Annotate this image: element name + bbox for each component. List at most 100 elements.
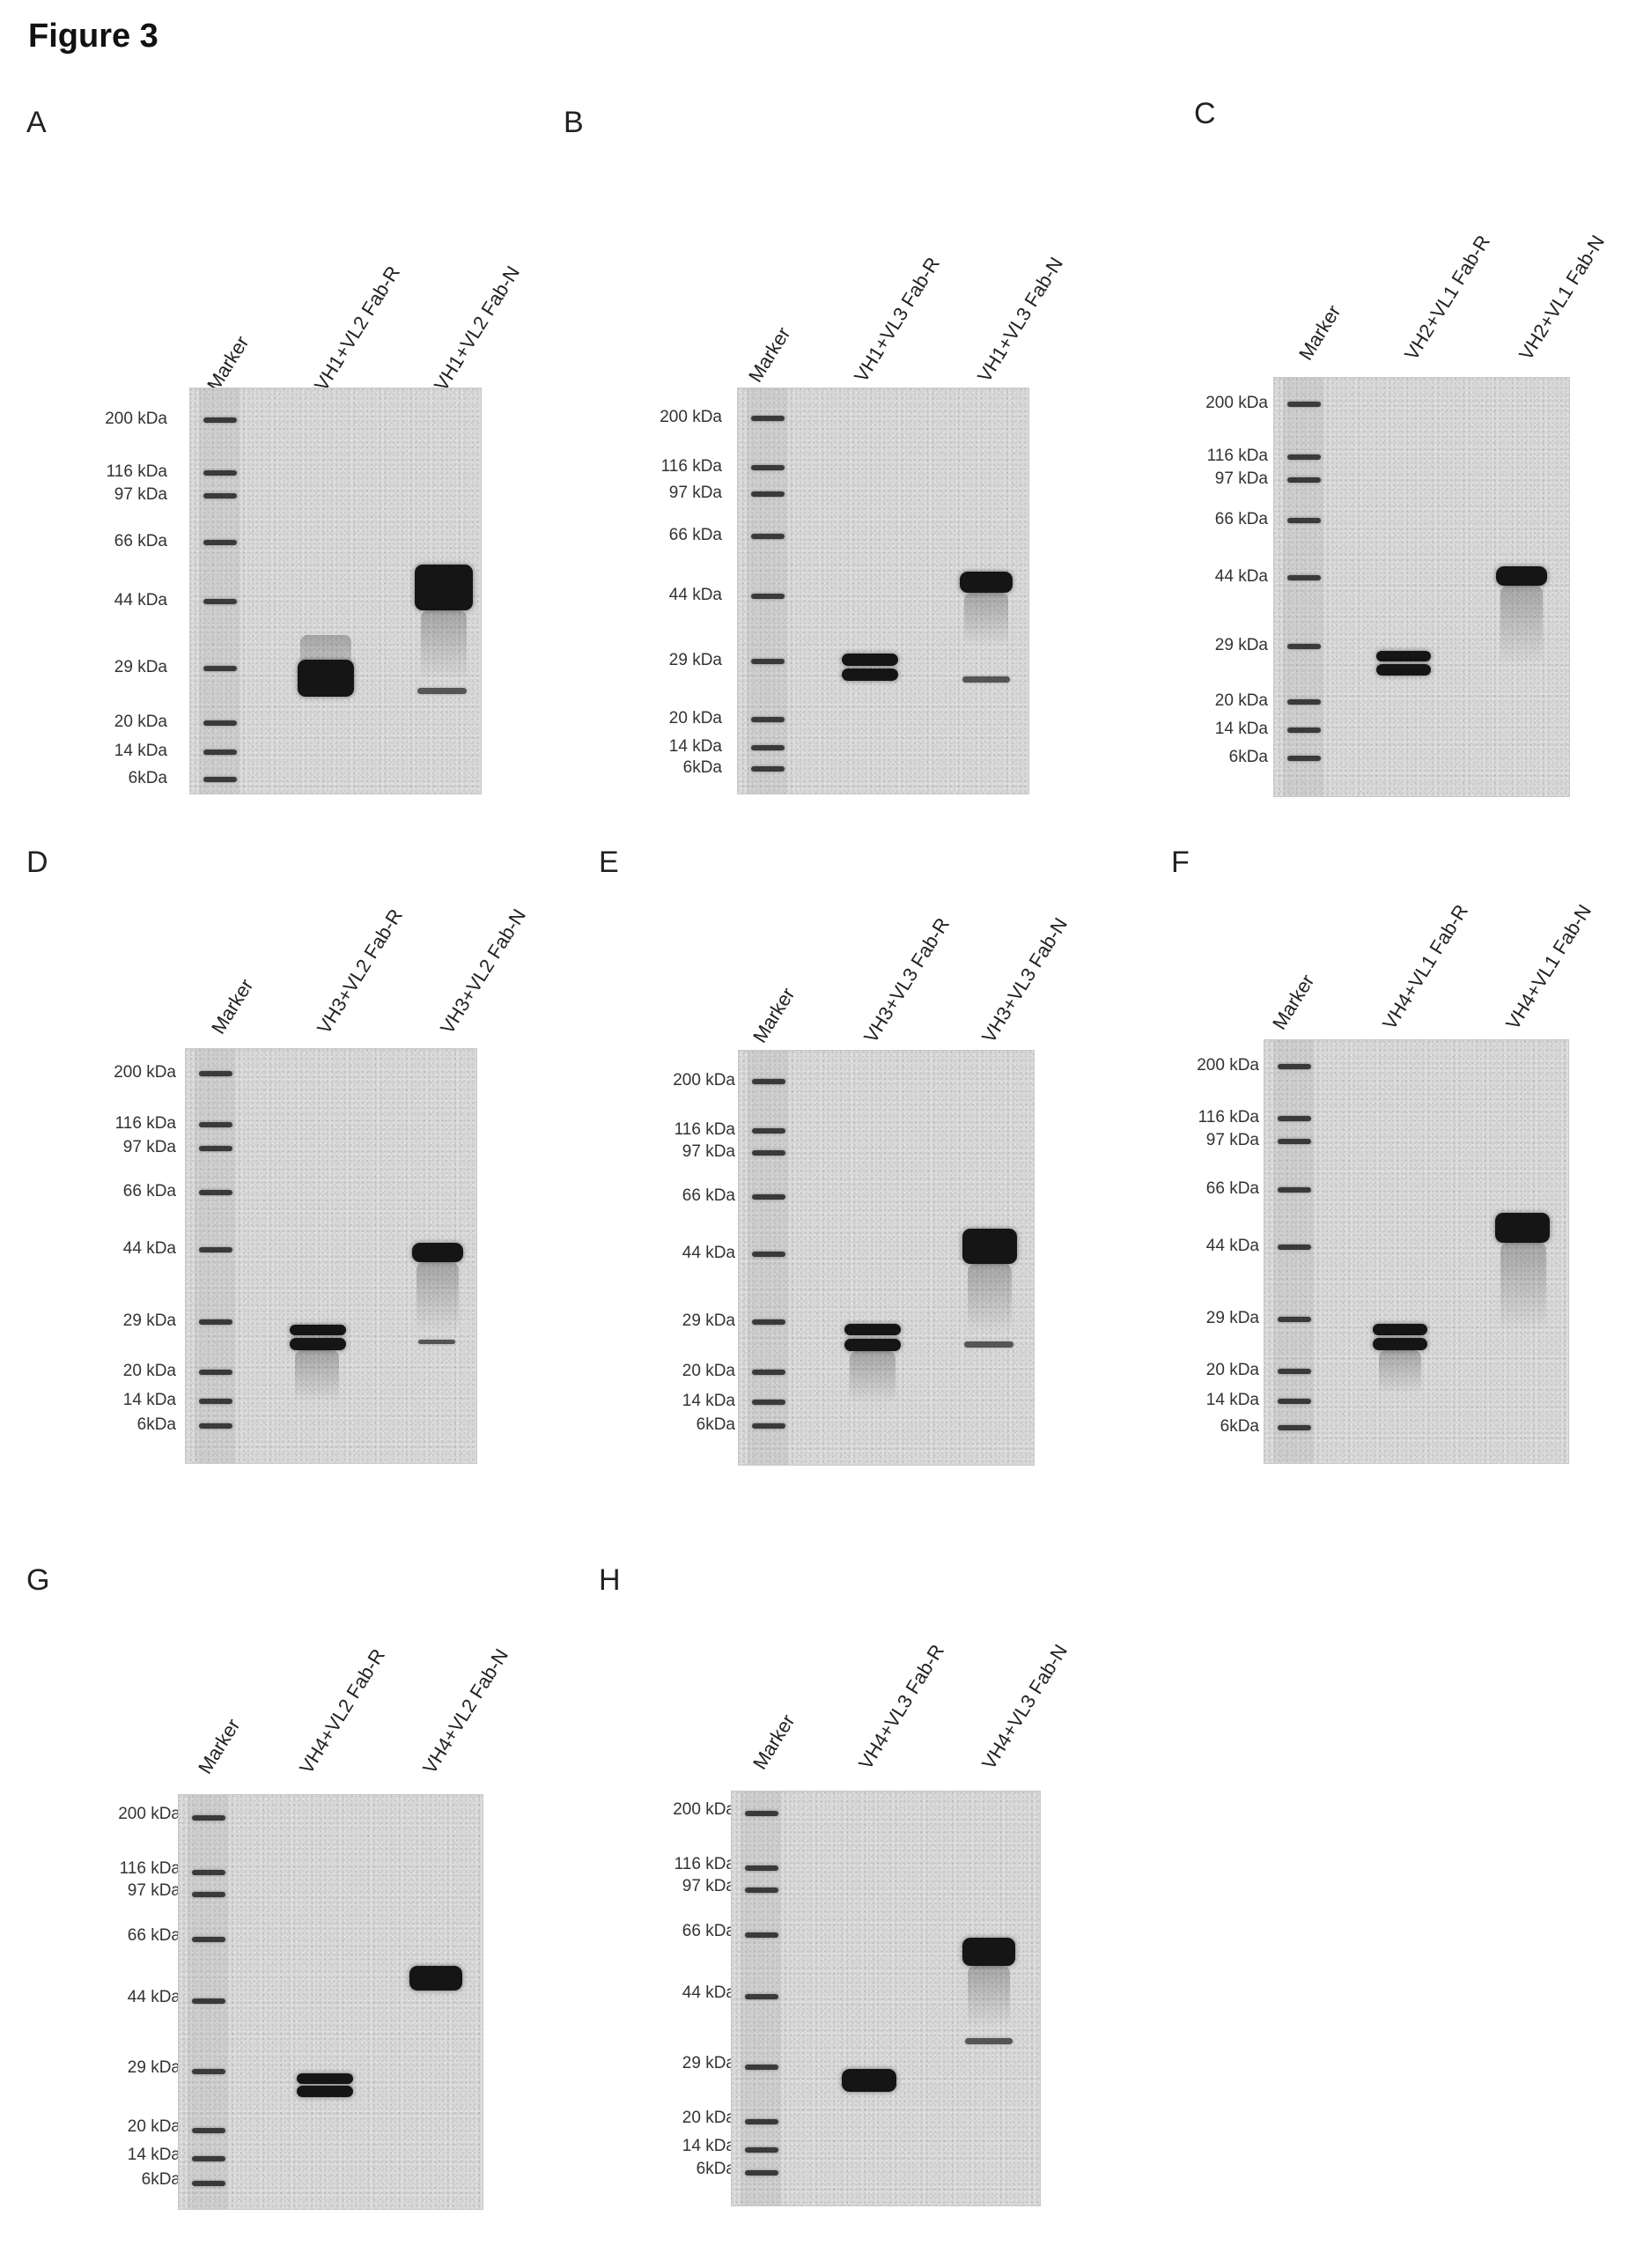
marker-band: [1287, 454, 1321, 460]
sample-band-fab-r-upper: [1376, 651, 1431, 661]
smear: [416, 1262, 459, 1333]
marker-band: [751, 766, 785, 772]
marker-band: [203, 493, 237, 499]
mw-label-14: 14 kDa: [1214, 720, 1268, 738]
marker-band: [1287, 728, 1321, 733]
lane-label-marker: Marker: [748, 1710, 800, 1774]
mw-label-97: 97 kDa: [1214, 469, 1268, 488]
gel-image: [737, 388, 1029, 794]
mw-label-20: 20 kDa: [682, 2109, 735, 2127]
smear: [1500, 1243, 1546, 1331]
lane-label-fab-r: VH2+VL1 Fab-R: [1400, 231, 1495, 365]
sample-band-fab-r-upper: [1373, 1324, 1427, 1335]
sample-band-fab-r: [298, 660, 354, 697]
smear: [968, 1264, 1012, 1334]
marker-band: [199, 1399, 232, 1404]
mw-label-14: 14 kDa: [122, 1391, 176, 1409]
marker-lane: [1273, 1040, 1314, 1463]
mw-label-97: 97 kDa: [682, 1142, 735, 1161]
mw-label-14: 14 kDa: [127, 2146, 181, 2164]
marker-band: [199, 1370, 232, 1375]
marker-band: [751, 534, 785, 539]
mw-label-116: 116 kDa: [1198, 1108, 1259, 1127]
marker-band: [199, 1071, 232, 1076]
mw-label-14: 14 kDa: [682, 2137, 735, 2155]
marker-band: [751, 594, 785, 599]
lane-label-marker: Marker: [1268, 970, 1319, 1034]
panel-letter: E: [599, 846, 619, 879]
marker-band: [745, 1811, 778, 1816]
marker-band: [199, 1122, 232, 1127]
marker-band: [192, 1870, 225, 1875]
mw-label-14: 14 kDa: [682, 1392, 735, 1410]
marker-band: [203, 666, 237, 671]
mw-label-200: 200 kDa: [114, 1063, 176, 1082]
lane-label-fab-r: VH4+VL3 Fab-R: [854, 1640, 949, 1774]
mw-label-14: 14 kDa: [1205, 1391, 1259, 1409]
mw-label-6: 6kDa: [696, 2160, 735, 2178]
panel-letter: C: [1194, 97, 1216, 130]
marker-band: [199, 1319, 232, 1325]
mw-label-97: 97 kDa: [1205, 1131, 1259, 1149]
sample-band-fab-r: [842, 2069, 896, 2092]
mw-label-44: 44 kDa: [1214, 567, 1268, 586]
mw-label-29: 29 kDa: [682, 2054, 735, 2072]
gel-image: [731, 1791, 1041, 2206]
sample-band-fab-n: [962, 1229, 1017, 1264]
sample-band-fab-r-lower: [842, 669, 898, 681]
mw-label-6: 6kDa: [141, 2170, 181, 2189]
marker-band: [199, 1247, 232, 1252]
marker-band: [752, 1194, 785, 1200]
panel-b: B Marker VH1+VL3 Fab-R VH1+VL3 Fab-N 200…: [564, 106, 1067, 810]
mw-label-29: 29 kDa: [682, 1311, 735, 1330]
gel-image: [1273, 377, 1570, 797]
marker-band: [751, 465, 785, 470]
mw-label-6: 6kDa: [136, 1415, 176, 1434]
marker-band: [751, 717, 785, 722]
sample-band-fab-r-lower: [297, 2086, 353, 2097]
mw-label-20: 20 kDa: [1205, 1361, 1259, 1379]
lane-label-fab-r: VH1+VL2 Fab-R: [310, 262, 405, 395]
sample-band-fab-n: [415, 565, 473, 610]
marker-band: [752, 1252, 785, 1257]
lane-label-fab-n: VH3+VL3 Fab-N: [977, 913, 1072, 1047]
mw-label-29: 29 kDa: [122, 1311, 176, 1330]
marker-band: [192, 1892, 225, 1897]
mw-label-66: 66 kDa: [122, 1182, 176, 1200]
mw-label-116: 116 kDa: [660, 457, 722, 476]
panel-letter: A: [26, 106, 47, 139]
marker-band: [199, 1190, 232, 1195]
lane-label-fab-n: VH1+VL3 Fab-N: [973, 253, 1068, 387]
marker-band: [1278, 1425, 1311, 1430]
mw-label-6: 6kDa: [682, 758, 722, 777]
sample-band-fab-n-lower: [417, 688, 467, 694]
marker-band: [752, 1128, 785, 1134]
marker-band: [1278, 1317, 1311, 1322]
panel-d: D Marker VH3+VL2 Fab-R VH3+VL2 Fab-N 200…: [26, 846, 530, 1550]
mw-label-44: 44 kDa: [127, 1988, 181, 2006]
marker-band: [1287, 756, 1321, 761]
lane-label-fab-n: VH4+VL3 Fab-N: [977, 1640, 1072, 1774]
gel-image: [738, 1050, 1035, 1466]
mw-label-200: 200 kDa: [1197, 1056, 1259, 1075]
lane-label-fab-r: VH3+VL2 Fab-R: [313, 905, 408, 1038]
mw-label-200: 200 kDa: [105, 410, 167, 428]
marker-band: [752, 1400, 785, 1405]
mw-label-20: 20 kDa: [682, 1362, 735, 1380]
panel-g: G Marker VH4+VL2 Fab-R VH4+VL2 Fab-N 200…: [26, 1563, 520, 2268]
sample-band-fab-r-lower: [290, 1338, 346, 1350]
mw-label-116: 116 kDa: [119, 1859, 181, 1878]
lane-label-fab-n: VH3+VL2 Fab-N: [436, 905, 531, 1038]
marker-band: [745, 1932, 778, 1938]
mw-label-97: 97 kDa: [122, 1138, 176, 1156]
mw-label-116: 116 kDa: [674, 1855, 735, 1873]
sample-band-fab-r-upper: [290, 1325, 346, 1335]
mw-label-29: 29 kDa: [1214, 636, 1268, 654]
marker-lane: [195, 1049, 235, 1463]
sample-band-fab-n: [1496, 566, 1547, 586]
mw-label-6: 6kDa: [1228, 748, 1268, 766]
marker-lane: [199, 388, 240, 794]
mw-label-14: 14 kDa: [114, 742, 167, 760]
gel-image: [185, 1048, 477, 1464]
lane-label-fab-r: VH3+VL3 Fab-R: [859, 913, 954, 1047]
